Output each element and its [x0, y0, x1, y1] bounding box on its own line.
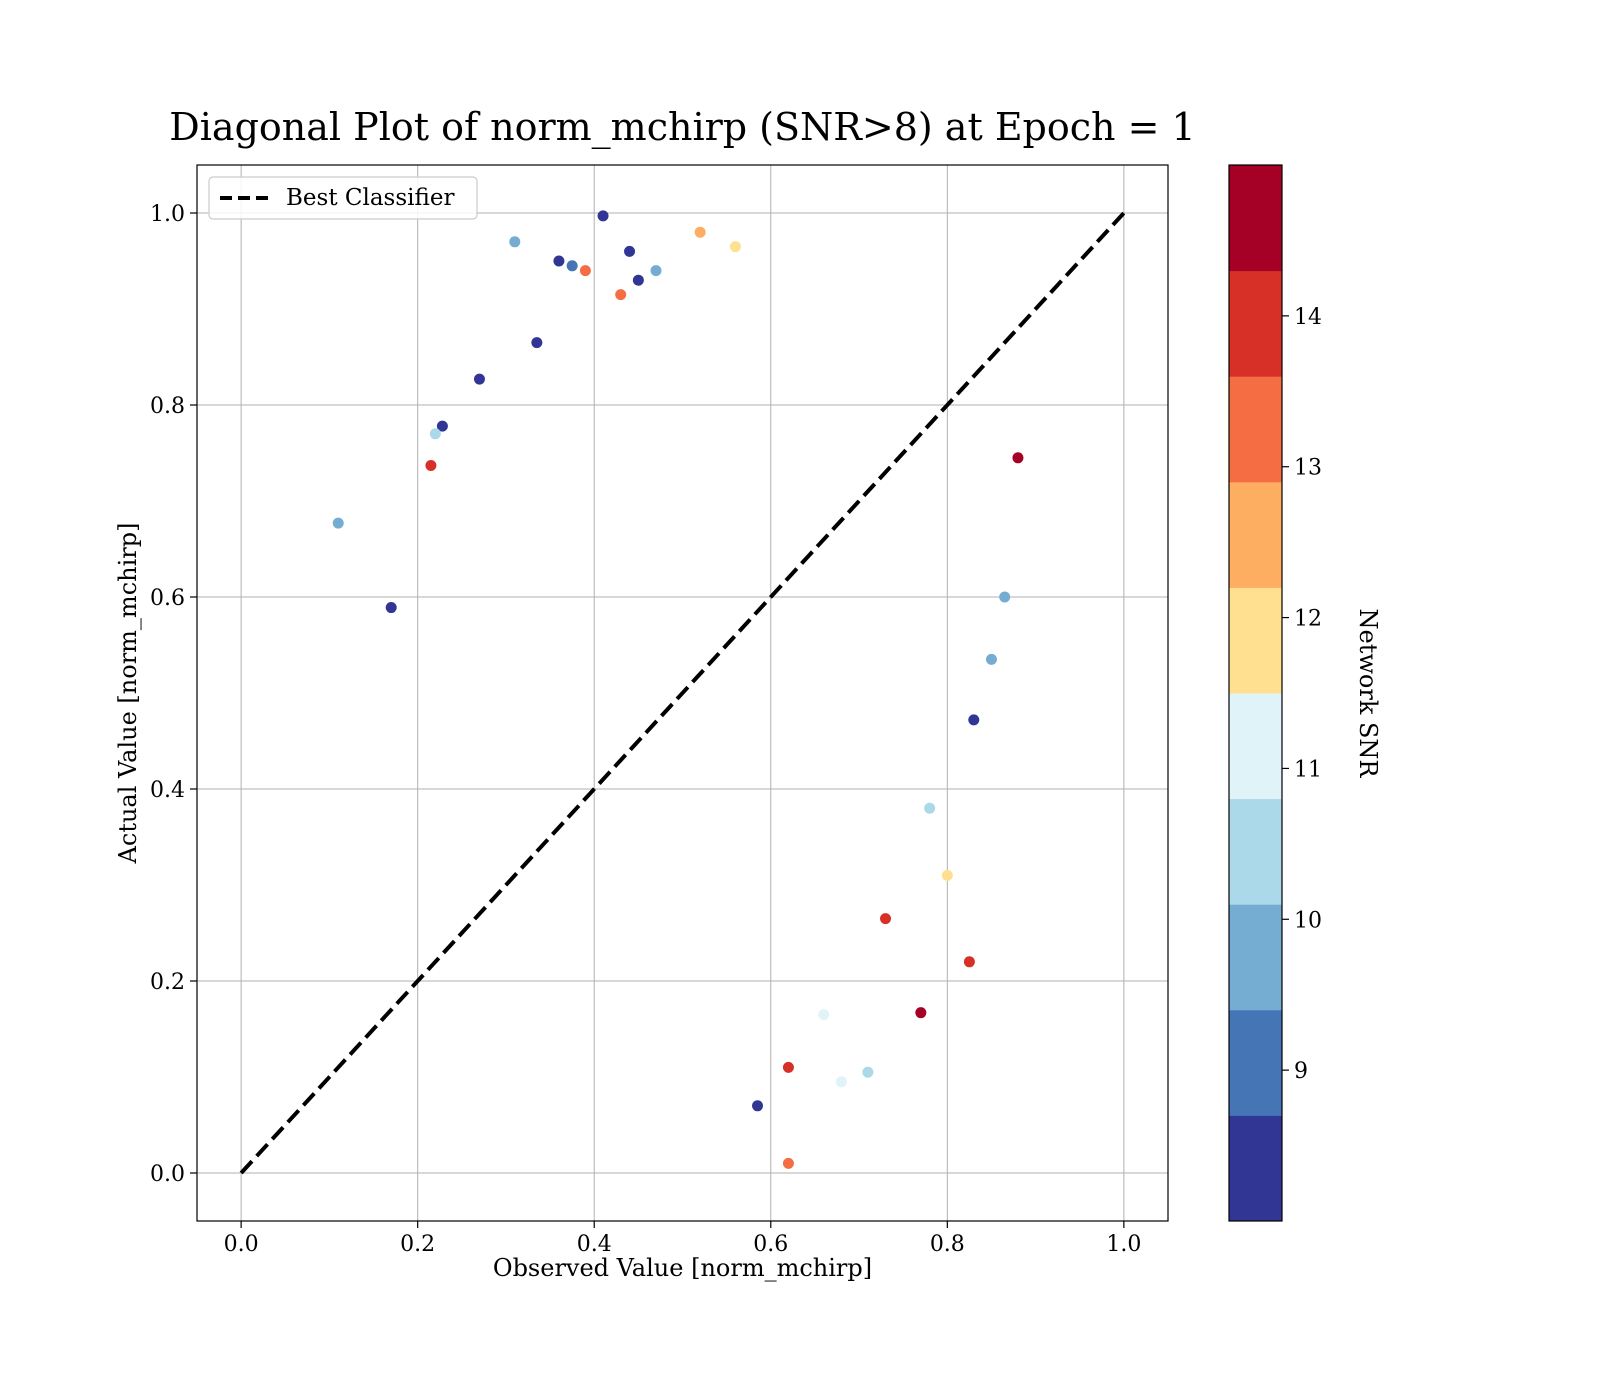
- scatter-point: [531, 337, 543, 349]
- scatter-point: [782, 1157, 794, 1169]
- colorbar-band: [1229, 1009, 1282, 1116]
- scatter-point: [579, 265, 591, 277]
- y-tick-label: 0.2: [150, 970, 185, 995]
- colorbar-ticks: 9 10 11 12 13 14: [1282, 305, 1322, 1084]
- scatter-point: [425, 459, 437, 471]
- scatter-point: [632, 274, 644, 286]
- y-tick-label: 0.8: [150, 394, 185, 419]
- colorbar-band: [1229, 270, 1282, 377]
- scatter-point: [436, 420, 448, 432]
- scatter-point: [880, 913, 892, 925]
- y-tick-label: 1.0: [150, 202, 185, 227]
- scatter-point: [818, 1009, 830, 1021]
- scatter-point: [729, 241, 741, 253]
- legend: Best Classifier: [208, 176, 478, 220]
- x-tick-label: 0.8: [930, 1232, 965, 1257]
- colorbar-bands: [1229, 165, 1282, 1222]
- y-tick-label: 0.0: [150, 1162, 185, 1187]
- scatter-point: [650, 265, 662, 277]
- x-tick-label: 1.0: [1106, 1232, 1141, 1257]
- scatter-point: [553, 255, 565, 267]
- y-axis-label: Actual Value [norm_mchirp]: [114, 523, 142, 865]
- scatter-point: [915, 1007, 927, 1019]
- colorbar-tick-label: 12: [1294, 607, 1322, 632]
- colorbar-band: [1229, 165, 1282, 272]
- colorbar-frame: [1228, 164, 1283, 1222]
- x-tick-label: 0.4: [577, 1232, 612, 1257]
- scatter-point: [862, 1066, 874, 1078]
- scatter-point: [963, 956, 975, 968]
- plot-area-frame: [196, 164, 1169, 1222]
- scatter-point: [429, 428, 441, 440]
- best-classifier-line: [239, 211, 1126, 1175]
- colorbar-band: [1229, 481, 1282, 588]
- x-tick-label: 0.0: [224, 1232, 259, 1257]
- y-tick-label: 0.6: [150, 586, 185, 611]
- colorbar-tick-label: 10: [1294, 908, 1322, 933]
- scatter-points: [332, 210, 1024, 1169]
- colorbar-band: [1229, 587, 1282, 694]
- scatter-point: [509, 236, 521, 248]
- scatter-point: [332, 517, 344, 529]
- y-axis-ticks: 0.0 0.2 0.4 0.6 0.8 1.0: [150, 202, 197, 1187]
- legend-box: [208, 176, 478, 220]
- colorbar-band: [1229, 693, 1282, 800]
- scatter-point: [782, 1061, 794, 1073]
- scatter-point: [1012, 452, 1024, 464]
- x-tick-label: 0.6: [753, 1232, 788, 1257]
- scatter-point: [473, 373, 485, 385]
- chart-title: Diagonal Plot of norm_mchirp (SNR>8) at …: [169, 105, 1195, 150]
- x-axis-label: Observed Value [norm_mchirp]: [493, 1254, 872, 1282]
- scatter-point: [694, 226, 706, 238]
- y-tick-label: 0.4: [150, 778, 185, 803]
- legend-label-best-classifier: Best Classifier: [286, 185, 454, 211]
- colorbar-band: [1229, 904, 1282, 1011]
- x-axis-ticks: 0.0 0.2 0.4 0.6 0.8 1.0: [224, 1221, 1141, 1257]
- scatter-point: [924, 802, 936, 814]
- scatter-point: [941, 869, 953, 881]
- scatter-point: [624, 245, 636, 257]
- colorbar-band: [1229, 376, 1282, 483]
- colorbar-band: [1229, 798, 1282, 905]
- colorbar-tick-label: 14: [1294, 305, 1322, 330]
- colorbar-tick-label: 11: [1294, 757, 1322, 782]
- scatter-point: [835, 1076, 847, 1088]
- colorbar-tick-label: 13: [1294, 456, 1322, 481]
- colorbar-band: [1229, 1115, 1282, 1222]
- scatter-point: [385, 602, 397, 614]
- colorbar-tick-label: 9: [1294, 1059, 1308, 1084]
- scatter-point: [566, 260, 578, 272]
- scatter-point: [985, 653, 997, 665]
- scatter-point: [968, 714, 980, 726]
- scatter-point: [597, 210, 609, 222]
- scatter-point: [615, 289, 627, 301]
- colorbar-label: Network SNR: [1354, 609, 1382, 779]
- colorbar: 9 10 11 12 13 14 Network SNR: [1228, 164, 1382, 1222]
- scatter-point: [752, 1100, 764, 1112]
- scatter-point: [999, 591, 1011, 603]
- x-tick-label: 0.2: [400, 1232, 435, 1257]
